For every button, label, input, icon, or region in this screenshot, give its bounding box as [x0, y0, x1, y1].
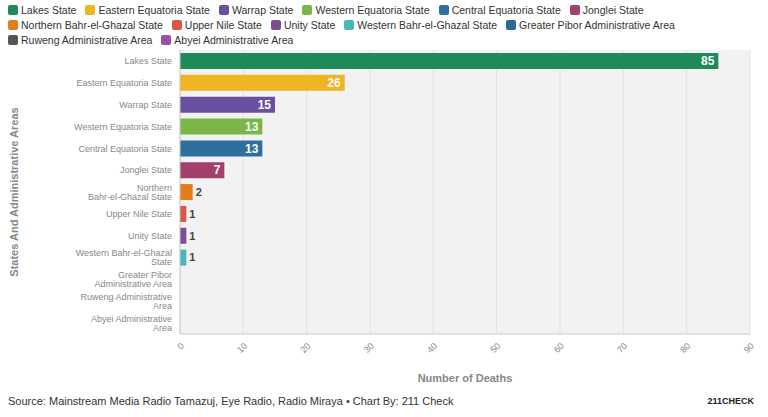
svg-text:20: 20: [298, 341, 312, 355]
html-text:Ruweng Administrative Area: Ruweng Administrative Area: [21, 34, 153, 46]
svg-text:0: 0: [175, 341, 186, 352]
svg-text:7: 7: [214, 163, 221, 177]
svg-text:85: 85: [701, 54, 715, 68]
html-text:Northern Bahr-el-Ghazal State: Northern Bahr-el-Ghazal State: [21, 19, 163, 31]
svg-text:60: 60: [552, 341, 566, 355]
html-text:Greater Pibor Administrative A: Greater Pibor Administrative Area: [519, 19, 675, 31]
svg-text:15: 15: [258, 98, 272, 112]
svg-text:30: 30: [362, 341, 376, 355]
svg-text:Central Equatoria State: Central Equatoria State: [78, 144, 172, 154]
svg-text:Eastern Equatoria State: Eastern Equatoria State: [76, 78, 172, 88]
svg-text:NorthernBahr-el-Ghazal State: NorthernBahr-el-Ghazal State: [88, 183, 172, 202]
svg-text:Lakes State: Lakes State: [124, 56, 172, 66]
svg-text:10: 10: [235, 341, 249, 355]
html-text:Western Bahr-el-Ghazal State: Western Bahr-el-Ghazal State: [357, 19, 498, 31]
html-text:Lakes State: Lakes State: [21, 4, 77, 16]
svg-text:Ruweng AdministrativeArea: Ruweng AdministrativeArea: [80, 292, 172, 311]
html-text:Abyei Administrative Area: Abyei Administrative Area: [174, 34, 294, 46]
html-text:Eastern Equatoria State: Eastern Equatoria State: [98, 4, 210, 16]
svg-text:Greater PiborAdministrative Ar: Greater PiborAdministrative Area: [94, 270, 172, 289]
svg-text:Jonglei State: Jonglei State: [120, 165, 172, 175]
svg-text:1: 1: [189, 208, 195, 220]
svg-text:Unity State: Unity State: [128, 231, 172, 241]
html-text:Central Equatoria State: Central Equatoria State: [451, 4, 561, 16]
svg-text:90: 90: [742, 341, 756, 355]
html-text:Unity State: Unity State: [283, 19, 336, 31]
html-text:211CHECK: 211CHECK: [707, 396, 754, 406]
svg-text:1: 1: [189, 251, 195, 263]
html-text:Western Equatoria State: Western Equatoria State: [315, 4, 430, 16]
html-text:Warrap State: Warrap State: [232, 4, 294, 16]
svg-text:70: 70: [615, 341, 629, 355]
svg-text:50: 50: [488, 341, 502, 355]
html-text:Source: Mainstream Media Radio: Source: Mainstream Media Radio Tamazuj, …: [8, 395, 454, 407]
svg-text:13: 13: [245, 120, 259, 134]
svg-text:Western Equatoria State: Western Equatoria State: [74, 122, 172, 132]
svg-text:Warrap State: Warrap State: [119, 100, 172, 110]
svg-text:1: 1: [189, 230, 195, 242]
svg-text:26: 26: [327, 76, 341, 90]
svg-text:13: 13: [245, 142, 259, 156]
html-text:Upper Nile State: Upper Nile State: [184, 19, 262, 31]
svg-text:80: 80: [678, 341, 692, 355]
svg-text:Western Bahr-el-GhazalState: Western Bahr-el-GhazalState: [76, 248, 172, 267]
html-text:Jonglei State: Jonglei State: [582, 4, 644, 16]
svg-text:2: 2: [196, 186, 202, 198]
svg-text:Abyei AdministrativeArea: Abyei AdministrativeArea: [91, 314, 172, 333]
html-text:States And Administrative Area: States And Administrative Areas: [8, 107, 20, 277]
svg-text:Upper Nile State: Upper Nile State: [106, 209, 172, 219]
svg-text:40: 40: [425, 341, 439, 355]
svg-text:Number of Deaths: Number of Deaths: [418, 372, 513, 382]
